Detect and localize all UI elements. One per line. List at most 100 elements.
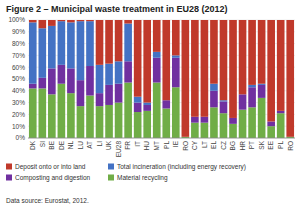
bar-segment: [67, 68, 75, 93]
bar-segment: [267, 20, 275, 121]
bar-segment: [153, 20, 161, 52]
y-tick-label: 10%: [12, 123, 25, 130]
legend-label: Total incineration (including energy rec…: [117, 163, 246, 171]
x-tick-label: LT: [201, 141, 208, 148]
bar-segment: [248, 107, 256, 138]
bar-segment: [48, 20, 56, 26]
y-tick-label: 60%: [12, 64, 25, 71]
bar-segment: [277, 20, 285, 111]
bar-segment: [124, 83, 132, 138]
bar-segment: [191, 117, 199, 123]
y-tick-label: 90%: [12, 28, 25, 35]
bar-segment: [201, 20, 209, 117]
bar-segment: [239, 94, 247, 109]
bars: [29, 20, 294, 138]
x-tick-label: EL: [210, 141, 217, 149]
bar-segment: [248, 20, 256, 85]
x-tick-label: BG: [229, 141, 236, 150]
bar-segment: [153, 83, 161, 138]
x-tick-label: CZ: [220, 141, 227, 150]
bar-segment: [77, 20, 85, 21]
bar-segment: [210, 84, 218, 91]
bar-segment: [77, 21, 85, 80]
legend-swatch: [6, 164, 12, 170]
bar-segment: [210, 91, 218, 108]
bar-segment: [124, 24, 132, 62]
bar-segment: [67, 93, 75, 138]
x-tick-label: NL: [67, 141, 74, 150]
legend-label: Deposit onto or into land: [15, 163, 86, 171]
x-tick-label: UK: [105, 140, 112, 150]
x-axis: [28, 138, 295, 139]
bar-segment: [77, 106, 85, 138]
x-tick-label: PT: [248, 141, 255, 149]
bar-segment: [210, 20, 218, 84]
x-tick-label: LI: [96, 141, 103, 147]
bar-segment: [162, 109, 170, 139]
bar-segment: [220, 113, 228, 138]
bar-segment: [58, 65, 66, 84]
bar-segment: [286, 20, 294, 137]
bar-segment: [124, 20, 132, 24]
x-tick-label: SK: [258, 140, 265, 149]
bar-segment: [143, 20, 151, 103]
bar-segment: [182, 20, 190, 137]
y-tick-label: 0%: [16, 134, 26, 141]
bar-segment: [229, 124, 237, 138]
y-tick-label: 30%: [12, 99, 25, 106]
y-tick-label: 100%: [8, 16, 25, 23]
x-tick-label: CY: [191, 140, 198, 150]
y-tick-label: 40%: [12, 87, 25, 94]
bar-segment: [258, 85, 266, 98]
bar-segment: [105, 105, 113, 138]
bar-segment: [96, 93, 104, 106]
bar-segment: [277, 111, 285, 113]
bar-segment: [67, 22, 75, 68]
bar-segment: [134, 103, 142, 112]
bar-segment: [29, 20, 37, 22]
bar-segment: [143, 105, 151, 111]
bar-segment: [201, 117, 209, 123]
y-tick-label: 50%: [12, 75, 25, 82]
x-tick-label: EE: [267, 140, 274, 149]
bar-segment: [38, 28, 46, 78]
bar-segment: [115, 61, 123, 83]
bar-segment: [38, 20, 46, 28]
legend-item: Total incineration (including energy rec…: [108, 163, 246, 171]
bar-segment: [96, 20, 104, 65]
y-tick-label: 70%: [12, 52, 25, 59]
source: Data source: Eurostat, 2012.: [6, 197, 89, 204]
bar-segment: [115, 103, 123, 138]
bar-segment: [86, 20, 94, 21]
bar-segment: [29, 84, 37, 89]
bar-segment: [48, 68, 56, 94]
bar-segment: [172, 87, 180, 138]
bar-segment: [248, 85, 256, 87]
bar-segment: [191, 20, 199, 117]
x-tick-label: DK: [29, 140, 36, 150]
x-tick-label: BE: [48, 140, 55, 149]
bar-segment: [239, 110, 247, 138]
bar-segment: [105, 64, 113, 85]
bar-segment: [220, 20, 228, 100]
x-tick-label: FR: [124, 141, 131, 150]
bar-segment: [96, 65, 104, 93]
bar-segment: [239, 20, 247, 94]
bar-segment: [220, 100, 228, 101]
legend-swatch: [108, 164, 114, 170]
bar-segment: [143, 111, 151, 138]
bar-segment: [58, 84, 66, 138]
bar-segment: [153, 52, 161, 58]
bar-segment: [172, 58, 180, 87]
x-tick-label: SI: [39, 141, 46, 147]
x-tick-label: AT: [86, 141, 93, 149]
bar-segment: [267, 121, 275, 126]
x-tick-label: IE: [172, 140, 179, 147]
bar-segment: [143, 103, 151, 105]
bar-segment: [86, 66, 94, 96]
bar-segment: [38, 88, 46, 138]
legend-item: Deposit onto or into land: [6, 163, 86, 171]
bar-segment: [58, 21, 66, 65]
bar-segment: [153, 58, 161, 83]
bar-segment: [58, 20, 66, 21]
